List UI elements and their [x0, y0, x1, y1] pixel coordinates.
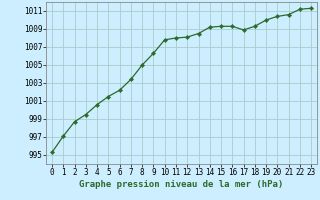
X-axis label: Graphe pression niveau de la mer (hPa): Graphe pression niveau de la mer (hPa): [79, 180, 284, 189]
